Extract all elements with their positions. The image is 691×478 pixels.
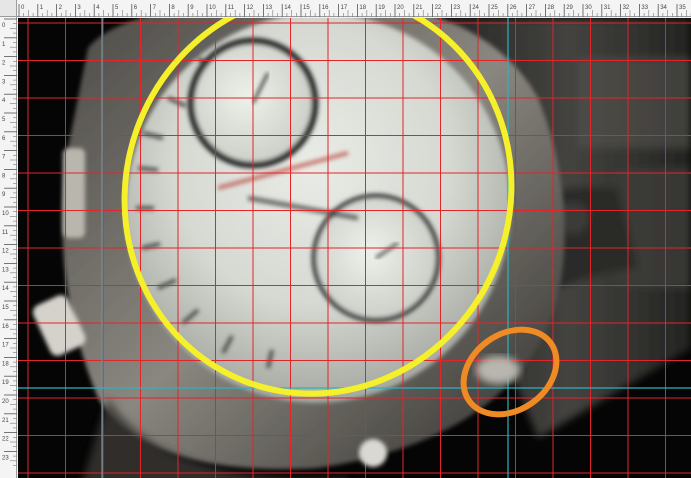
ruler-tick-label: 10 xyxy=(209,5,216,11)
ruler-tick-label: 3 xyxy=(77,5,81,11)
ruler-tick-label: 24 xyxy=(472,5,479,11)
ruler-tick-label: 5 xyxy=(2,117,6,123)
ruler-tick-label: 17 xyxy=(341,5,348,11)
ruler-tick-label: 29 xyxy=(566,5,573,11)
ruler-tick-label: 30 xyxy=(585,5,592,11)
vertical-ruler[interactable]: 0 1 2 3 4 5 6 7 8 9 10 11 12 13 14 15 16 17 18 19 20 21 22 23 xyxy=(0,17,17,478)
watch-pushers xyxy=(33,148,86,356)
ruler-tick-label: 9 xyxy=(2,192,6,198)
grid-overlay xyxy=(18,18,691,478)
ruler-tick-label: 8 xyxy=(171,5,175,11)
ruler-tick-label: 3 xyxy=(2,79,6,85)
ruler-tick-label: 13 xyxy=(2,267,9,273)
ruler-tick-label: 11 xyxy=(2,230,9,236)
ruler-tick-label: 8 xyxy=(2,173,6,179)
horizontal-ruler[interactable]: 0 1 2 3 4 5 6 7 8 9 10 11 12 13 14 15 16 17 18 19 20 21 22 23 24… xyxy=(17,0,691,17)
ruler-tick-label: 11 xyxy=(228,5,235,11)
ruler-tick-label: 10 xyxy=(2,211,9,217)
ruler-tick-label: 1 xyxy=(40,5,44,11)
ruler-tick-label: 13 xyxy=(265,5,272,11)
horizontal-ruler-scale: 0 1 2 3 4 5 6 7 8 9 10 11 12 13 14 15 16 17 18 19 20 21 22 23 24… xyxy=(18,4,691,17)
ruler-tick-label: 2 xyxy=(59,5,63,11)
ruler-tick-label: 32 xyxy=(623,5,630,11)
ruler-tick-label: 17 xyxy=(2,343,9,349)
ruler-tick-label: 23 xyxy=(2,455,9,461)
ruler-tick-label: 12 xyxy=(247,5,254,11)
ruler-tick-label: 27 xyxy=(529,5,536,11)
ruler-tick-label: 6 xyxy=(134,5,138,11)
ruler-tick-label: 34 xyxy=(660,5,667,11)
ruler-origin-icon[interactable] xyxy=(0,0,17,17)
ruler-tick-label: 20 xyxy=(2,399,9,405)
ruler-tick-label: 23 xyxy=(453,5,460,11)
image-canvas[interactable] xyxy=(18,18,691,478)
ruler-tick-label: 18 xyxy=(2,361,9,367)
ruler-tick-label: 26 xyxy=(510,5,517,11)
dial-outline-marker[interactable] xyxy=(64,18,571,452)
ruler-tick-label: 19 xyxy=(2,380,9,386)
ruler-tick-label: 25 xyxy=(491,5,498,11)
watch-photo xyxy=(18,18,691,478)
ruler-tick-label: 21 xyxy=(2,418,9,424)
ruler-tick-label: 12 xyxy=(2,249,9,255)
ruler-tick-label: 4 xyxy=(2,98,6,104)
ruler-tick-label: 6 xyxy=(2,136,6,142)
ruler-tick-label: 19 xyxy=(378,5,385,11)
ruler-tick-label: 4 xyxy=(96,5,100,11)
ruler-tick-label: 15 xyxy=(303,5,310,11)
ruler-tick-label: 1 xyxy=(2,42,6,48)
ruler-tick-label: 15 xyxy=(2,305,9,311)
crown-outline-marker[interactable] xyxy=(447,312,573,432)
ruler-tick-label: 14 xyxy=(284,5,291,11)
ruler-tick-label: 22 xyxy=(435,5,442,11)
ruler-tick-label: 28 xyxy=(547,5,554,11)
ruler-tick-label: 0 xyxy=(21,5,25,11)
ruler-tick-label: 21 xyxy=(416,5,423,11)
ruler-tick-label: 9 xyxy=(190,5,194,11)
ruler-tick-label: 20 xyxy=(397,5,404,11)
ruler-tick-label: 7 xyxy=(2,155,6,161)
ruler-tick-label: 16 xyxy=(2,324,9,330)
ruler-tick-label: 31 xyxy=(604,5,611,11)
ruler-tick-label: 5 xyxy=(115,5,119,11)
ruler-tick-label: 18 xyxy=(359,5,366,11)
ruler-tick-label: 0 xyxy=(2,23,6,29)
bracelet-highlight xyxy=(359,439,387,467)
ruler-tick-label: 7 xyxy=(153,5,157,11)
crown-detail xyxy=(476,356,520,384)
ruler-tick-label: 2 xyxy=(2,61,6,67)
ruler-tick-label: 33 xyxy=(641,5,648,11)
ruler-tick-label: 14 xyxy=(2,286,9,292)
ruler-tick-label: 16 xyxy=(322,5,329,11)
ruler-tick-label: 22 xyxy=(2,437,9,443)
ruler-tick-label: 35 xyxy=(679,5,686,11)
